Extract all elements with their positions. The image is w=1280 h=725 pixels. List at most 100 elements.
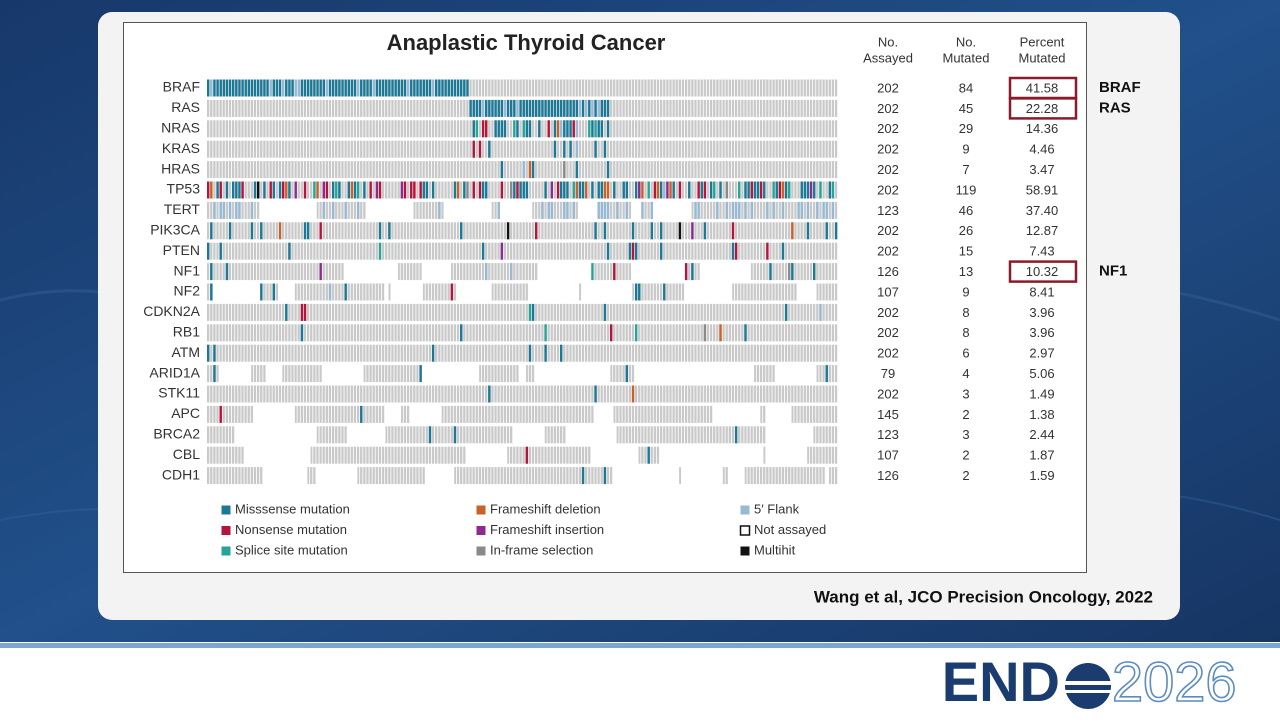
not-assayed [353, 466, 358, 486]
not-assayed [347, 466, 352, 486]
not-assayed [528, 282, 533, 302]
not-assayed [234, 282, 239, 302]
mutation-cell [625, 181, 629, 199]
mutation-cell [319, 222, 322, 240]
legend-label: Frameshift insertion [490, 522, 604, 537]
mutation-cell [347, 181, 351, 199]
not-assayed [715, 364, 720, 384]
not-assayed [522, 364, 527, 384]
not-assayed [572, 282, 577, 302]
mutation-cell [759, 181, 763, 199]
mutation-cell [788, 263, 791, 281]
legend-label: In-frame selection [490, 542, 593, 557]
not-assayed [275, 200, 280, 220]
not-assayed [725, 445, 730, 465]
not-assayed [475, 200, 480, 220]
mutation-cell [534, 99, 538, 117]
not-assayed [372, 425, 377, 445]
not-assayed [681, 445, 686, 465]
not-assayed [265, 445, 270, 465]
not-assayed [475, 282, 480, 302]
not-assayed [759, 445, 764, 465]
not-assayed [422, 364, 427, 384]
mutation-cell [235, 181, 238, 199]
not-assayed [803, 425, 808, 445]
not-assayed [796, 445, 801, 465]
mutation-cell [378, 222, 382, 240]
not-assayed [690, 282, 695, 302]
not-assayed [465, 445, 470, 465]
not-assayed [540, 364, 545, 384]
mutation-cell [572, 181, 575, 199]
not-assayed [250, 282, 255, 302]
not-assayed [493, 445, 498, 465]
mutation-cell [472, 99, 475, 117]
not-assayed [419, 404, 423, 424]
not-assayed [550, 364, 555, 384]
not-assayed [244, 425, 249, 445]
mutation-cell [219, 201, 222, 219]
mutation-cell [766, 242, 769, 260]
mutation-cell [569, 140, 572, 158]
mutation-cell [781, 181, 785, 199]
not-assayed [534, 364, 539, 384]
mutation-cell [453, 426, 457, 444]
not-assayed [490, 445, 495, 465]
mutation-cell [485, 120, 488, 138]
not-assayed [687, 282, 692, 302]
not-assayed [718, 282, 723, 302]
mutation-cell [513, 99, 516, 117]
not-assayed [487, 282, 492, 302]
mutation-cell [491, 99, 494, 117]
not-assayed [444, 262, 448, 282]
not-assayed [812, 282, 817, 302]
not-assayed [787, 425, 792, 445]
not-assayed [581, 425, 586, 445]
not-assayed [681, 364, 686, 384]
mutation-cell [569, 99, 572, 117]
not-assayed [631, 445, 636, 465]
mutation-cell [616, 201, 619, 219]
not-assayed [668, 262, 673, 282]
not-assayed [609, 282, 614, 302]
mutation-cell [803, 181, 807, 199]
gene-label: BRAF [163, 79, 200, 95]
mutation-cell [478, 99, 482, 117]
mutation-cell [219, 79, 222, 97]
not-assayed [668, 445, 673, 465]
not-assayed [737, 445, 742, 465]
mutation-cell [288, 79, 291, 97]
not-assayed [656, 200, 661, 220]
table-cell: 26 [959, 223, 973, 238]
mutation-cell [216, 79, 219, 97]
mutation-cell [566, 120, 569, 138]
not-assayed [378, 425, 383, 445]
not-assayed [712, 404, 717, 424]
mutation-cell [288, 181, 291, 199]
not-assayed [269, 200, 273, 220]
mutation-cell [778, 181, 782, 199]
mutation-cell [285, 79, 288, 97]
not-assayed [387, 262, 392, 282]
not-assayed [375, 425, 380, 445]
mutation-cell [597, 181, 600, 199]
legend-swatch [476, 505, 486, 515]
mutation-cell [269, 79, 272, 97]
mutation-cell [531, 161, 535, 179]
not-assayed [781, 445, 786, 465]
mutation-cell [281, 181, 285, 199]
mutation-cell [263, 79, 266, 97]
not-assayed [597, 445, 601, 465]
not-assayed [575, 262, 580, 282]
mutation-cell [494, 120, 497, 138]
not-assayed [615, 282, 620, 302]
mutation-cell [419, 79, 422, 97]
not-assayed [734, 262, 739, 282]
table-cell: 126 [877, 264, 899, 279]
oncoprint-row [207, 344, 838, 362]
not-assayed [659, 364, 664, 384]
not-assayed [715, 404, 720, 424]
not-assayed [568, 364, 573, 384]
not-assayed [328, 466, 333, 486]
mutation-cell [260, 79, 263, 97]
